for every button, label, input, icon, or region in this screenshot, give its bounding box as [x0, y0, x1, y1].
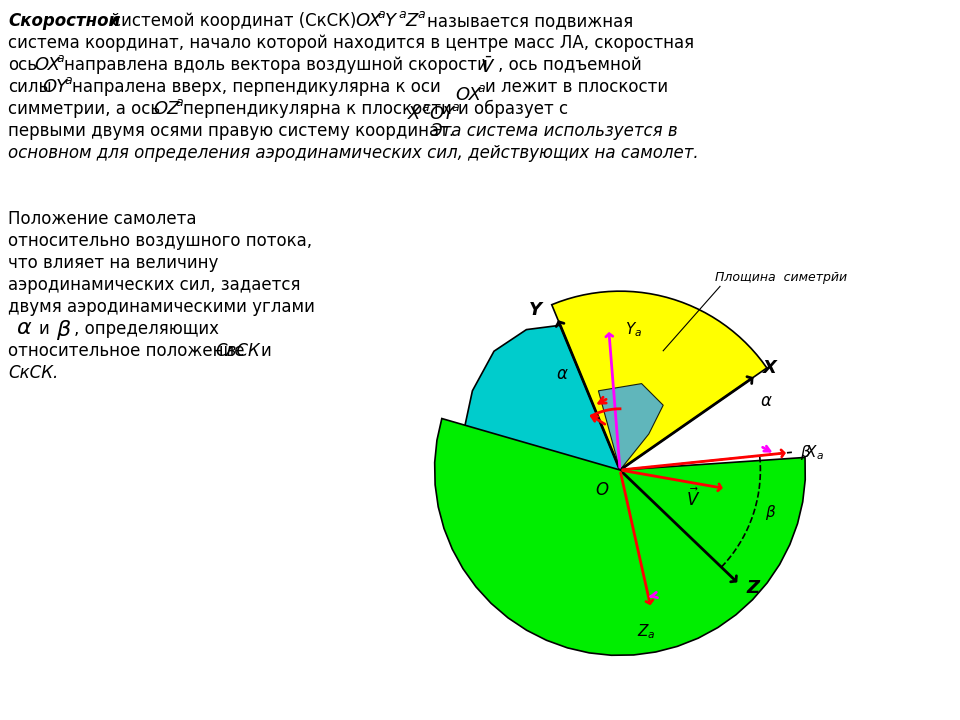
Text: перпендикулярна к плоскости: перпендикулярна к плоскости	[183, 100, 452, 118]
Text: симметрии, а ось: симметрии, а ось	[8, 100, 160, 118]
Text: OX: OX	[455, 86, 481, 104]
Polygon shape	[462, 325, 620, 553]
Text: и: и	[38, 320, 49, 338]
Text: β: β	[765, 505, 775, 520]
Text: и лежит в плоскости: и лежит в плоскости	[485, 78, 668, 96]
Text: α: α	[557, 364, 567, 382]
Text: СкСК.: СкСК.	[8, 364, 59, 382]
Text: β: β	[800, 445, 809, 460]
Text: основном для определения аэродинамических сил, действующих на самолет.: основном для определения аэродинамически…	[8, 144, 699, 162]
Text: α: α	[760, 392, 771, 410]
Text: a: a	[477, 82, 485, 95]
Text: и: и	[260, 342, 271, 360]
Text: Скоростной: Скоростной	[8, 12, 120, 30]
Polygon shape	[552, 291, 767, 470]
Text: СвСК: СвСК	[215, 342, 260, 360]
Text: $\bar{V}$: $\bar{V}$	[480, 56, 495, 76]
Text: Эта система используется в: Эта система используется в	[430, 122, 678, 140]
Text: первыми двумя осями правую систему координат.: первыми двумя осями правую систему коорд…	[8, 122, 454, 140]
Text: ось: ось	[8, 56, 37, 74]
Text: OZ: OZ	[153, 100, 180, 118]
Text: Площина  симетрйи: Площина симетрйи	[715, 271, 847, 284]
Polygon shape	[598, 384, 663, 470]
Text: O: O	[595, 481, 609, 499]
Text: системой координат (СкСК): системой координат (СкСК)	[112, 12, 356, 30]
Text: , определяющих: , определяющих	[74, 320, 219, 338]
Text: аэродинамических сил, задается: аэродинамических сил, задается	[8, 276, 300, 294]
Text: OY: OY	[42, 78, 67, 96]
Text: OX: OX	[355, 12, 381, 30]
Text: напралена вверх, перпендикулярна к оси: напралена вверх, перпендикулярна к оси	[72, 78, 441, 96]
Text: a: a	[421, 101, 428, 114]
Text: Положение самолета: Положение самолета	[8, 210, 197, 228]
Text: a: a	[398, 8, 406, 21]
Text: Y: Y	[385, 12, 396, 30]
Text: Z: Z	[747, 580, 759, 598]
Text: $\beta$: $\beta$	[56, 318, 72, 342]
Text: называется подвижная: называется подвижная	[427, 12, 634, 30]
Text: система координат, начало которой находится в центре масс ЛА, скоростная: система координат, начало которой находи…	[8, 34, 694, 52]
Text: , ось подъемной: , ось подъемной	[498, 56, 641, 74]
Text: $\alpha$: $\alpha$	[16, 318, 33, 338]
Text: и образует с: и образует с	[458, 100, 568, 118]
Text: a: a	[64, 74, 72, 87]
Text: OY: OY	[429, 105, 454, 123]
Text: OX: OX	[34, 56, 60, 74]
Text: a: a	[451, 101, 459, 114]
Text: $\vec{V}$: $\vec{V}$	[686, 488, 701, 510]
Text: двумя аэродинамическими углами: двумя аэродинамическими углами	[8, 298, 315, 316]
Text: относительное положение: относительное положение	[8, 342, 245, 360]
Text: a: a	[417, 8, 424, 21]
Text: силы: силы	[8, 78, 52, 96]
Text: $Y_a$: $Y_a$	[625, 320, 642, 338]
Polygon shape	[435, 418, 805, 655]
Text: $Z_a$: $Z_a$	[636, 622, 656, 641]
Text: что влияет на величину: что влияет на величину	[8, 254, 218, 272]
Text: X: X	[763, 359, 777, 377]
Text: X: X	[408, 105, 420, 123]
Text: Z: Z	[405, 12, 418, 30]
Text: относительно воздушного потока,: относительно воздушного потока,	[8, 232, 312, 250]
Text: $X_a$: $X_a$	[804, 444, 824, 462]
Text: a: a	[175, 96, 182, 109]
Text: Y: Y	[529, 301, 541, 319]
Text: a: a	[56, 52, 63, 65]
Text: направлена вдоль вектора воздушной скорости: направлена вдоль вектора воздушной скоро…	[64, 56, 488, 74]
Text: a: a	[377, 8, 385, 21]
